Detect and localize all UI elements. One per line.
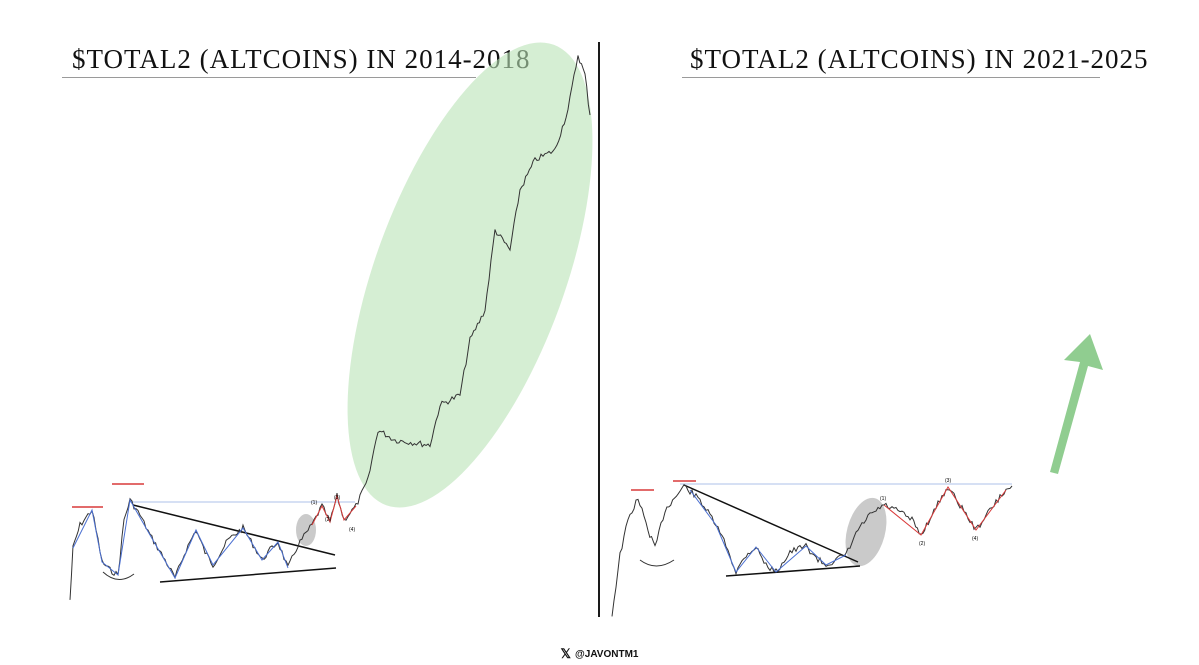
right-red-waves — [883, 486, 1007, 536]
left-arc — [102, 571, 135, 580]
left-wave-label-2: (2) — [325, 517, 331, 523]
left-chart: (1) (2) (3) (4) — [69, 42, 593, 600]
left-wave-label-3: (3) — [334, 495, 340, 501]
right-wave-label-1: (1) — [880, 496, 886, 502]
left-blue-waves — [72, 498, 289, 580]
footer-handle: 𝕏 @JAVONTM1 — [0, 646, 1199, 662]
left-green-ellipse — [347, 42, 593, 508]
left-upper-trendline — [132, 504, 336, 556]
left-wave-label-1: (1) — [311, 500, 317, 506]
right-arc — [639, 559, 675, 567]
left-lower-trendline — [159, 567, 337, 583]
right-breakout-circle — [845, 497, 887, 567]
right-price-line — [611, 484, 1013, 617]
x-logo-icon: 𝕏 — [560, 646, 571, 661]
right-wave-label-4: (4) — [972, 536, 978, 542]
right-green-up-arrow — [1050, 334, 1103, 474]
right-blue-waves — [689, 489, 847, 573]
left-red-waves — [311, 494, 357, 526]
footer-handle-text: @JAVONTM1 — [575, 649, 639, 660]
right-lower-trendline — [725, 565, 861, 577]
right-chart: (1) (2) (3) (4) — [611, 334, 1103, 617]
panel-divider — [598, 42, 600, 617]
right-wave-label-3: (3) — [945, 478, 951, 484]
right-wave-label-2: (2) — [919, 541, 925, 547]
right-chart-title: $TOTAL2 (ALTCOINS) IN 2021-2025 — [690, 44, 1149, 74]
right-upper-trendline — [683, 484, 859, 563]
left-chart-title: $TOTAL2 (ALTCOINS) IN 2014-2018 — [72, 44, 531, 74]
left-title-underline — [62, 77, 476, 78]
left-wave-label-4: (4) — [349, 527, 355, 533]
right-title-underline — [682, 77, 1100, 78]
left-breakout-circle — [296, 514, 316, 546]
